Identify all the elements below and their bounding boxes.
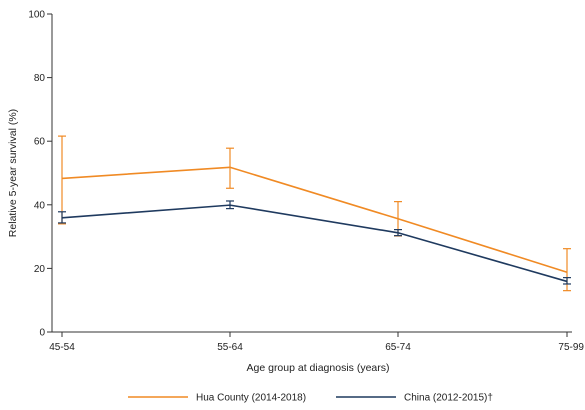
x-tick-label: 75-99 — [558, 342, 584, 353]
series-line — [61, 204, 568, 283]
y-tick-label: 80 — [34, 73, 46, 84]
legend-item: China (2012-2015)† — [336, 393, 493, 404]
y-tick-label: 20 — [34, 264, 46, 275]
legend-item: Hua County (2014-2018) — [128, 393, 306, 404]
x-axis-title: Age group at diagnosis (years) — [247, 362, 390, 374]
error-bar — [58, 211, 66, 224]
legend: Hua County (2014-2018) China (2012-2015)† — [128, 393, 493, 404]
legend-label: China (2012-2015)† — [404, 393, 493, 404]
axes: 0 20 40 60 80 100 45-54 55-64 65-74 75-99 — [28, 10, 584, 354]
x-tick-label: 65-74 — [385, 342, 411, 353]
error-bar — [58, 135, 66, 225]
x-tick-label: 55-64 — [217, 342, 243, 353]
y-ticks: 0 20 40 60 80 100 — [28, 10, 52, 339]
series-2 — [58, 200, 571, 285]
y-tick-label: 60 — [34, 137, 46, 148]
series-1 — [58, 135, 571, 292]
y-tick-label: 100 — [28, 10, 45, 21]
error-bar — [563, 277, 571, 285]
y-tick-label: 40 — [34, 200, 46, 211]
error-bar — [394, 229, 402, 237]
y-axis-title: Relative 5-year survival (%) — [7, 109, 19, 237]
series-layer — [58, 135, 571, 292]
legend-label: Hua County (2014-2018) — [196, 393, 306, 404]
series-line — [61, 166, 568, 273]
x-tick-label: 45-54 — [49, 342, 75, 353]
y-tick-label: 0 — [39, 328, 45, 339]
error-bar — [226, 200, 234, 210]
x-ticks: 45-54 55-64 65-74 75-99 — [49, 332, 584, 353]
error-bar — [226, 147, 234, 189]
